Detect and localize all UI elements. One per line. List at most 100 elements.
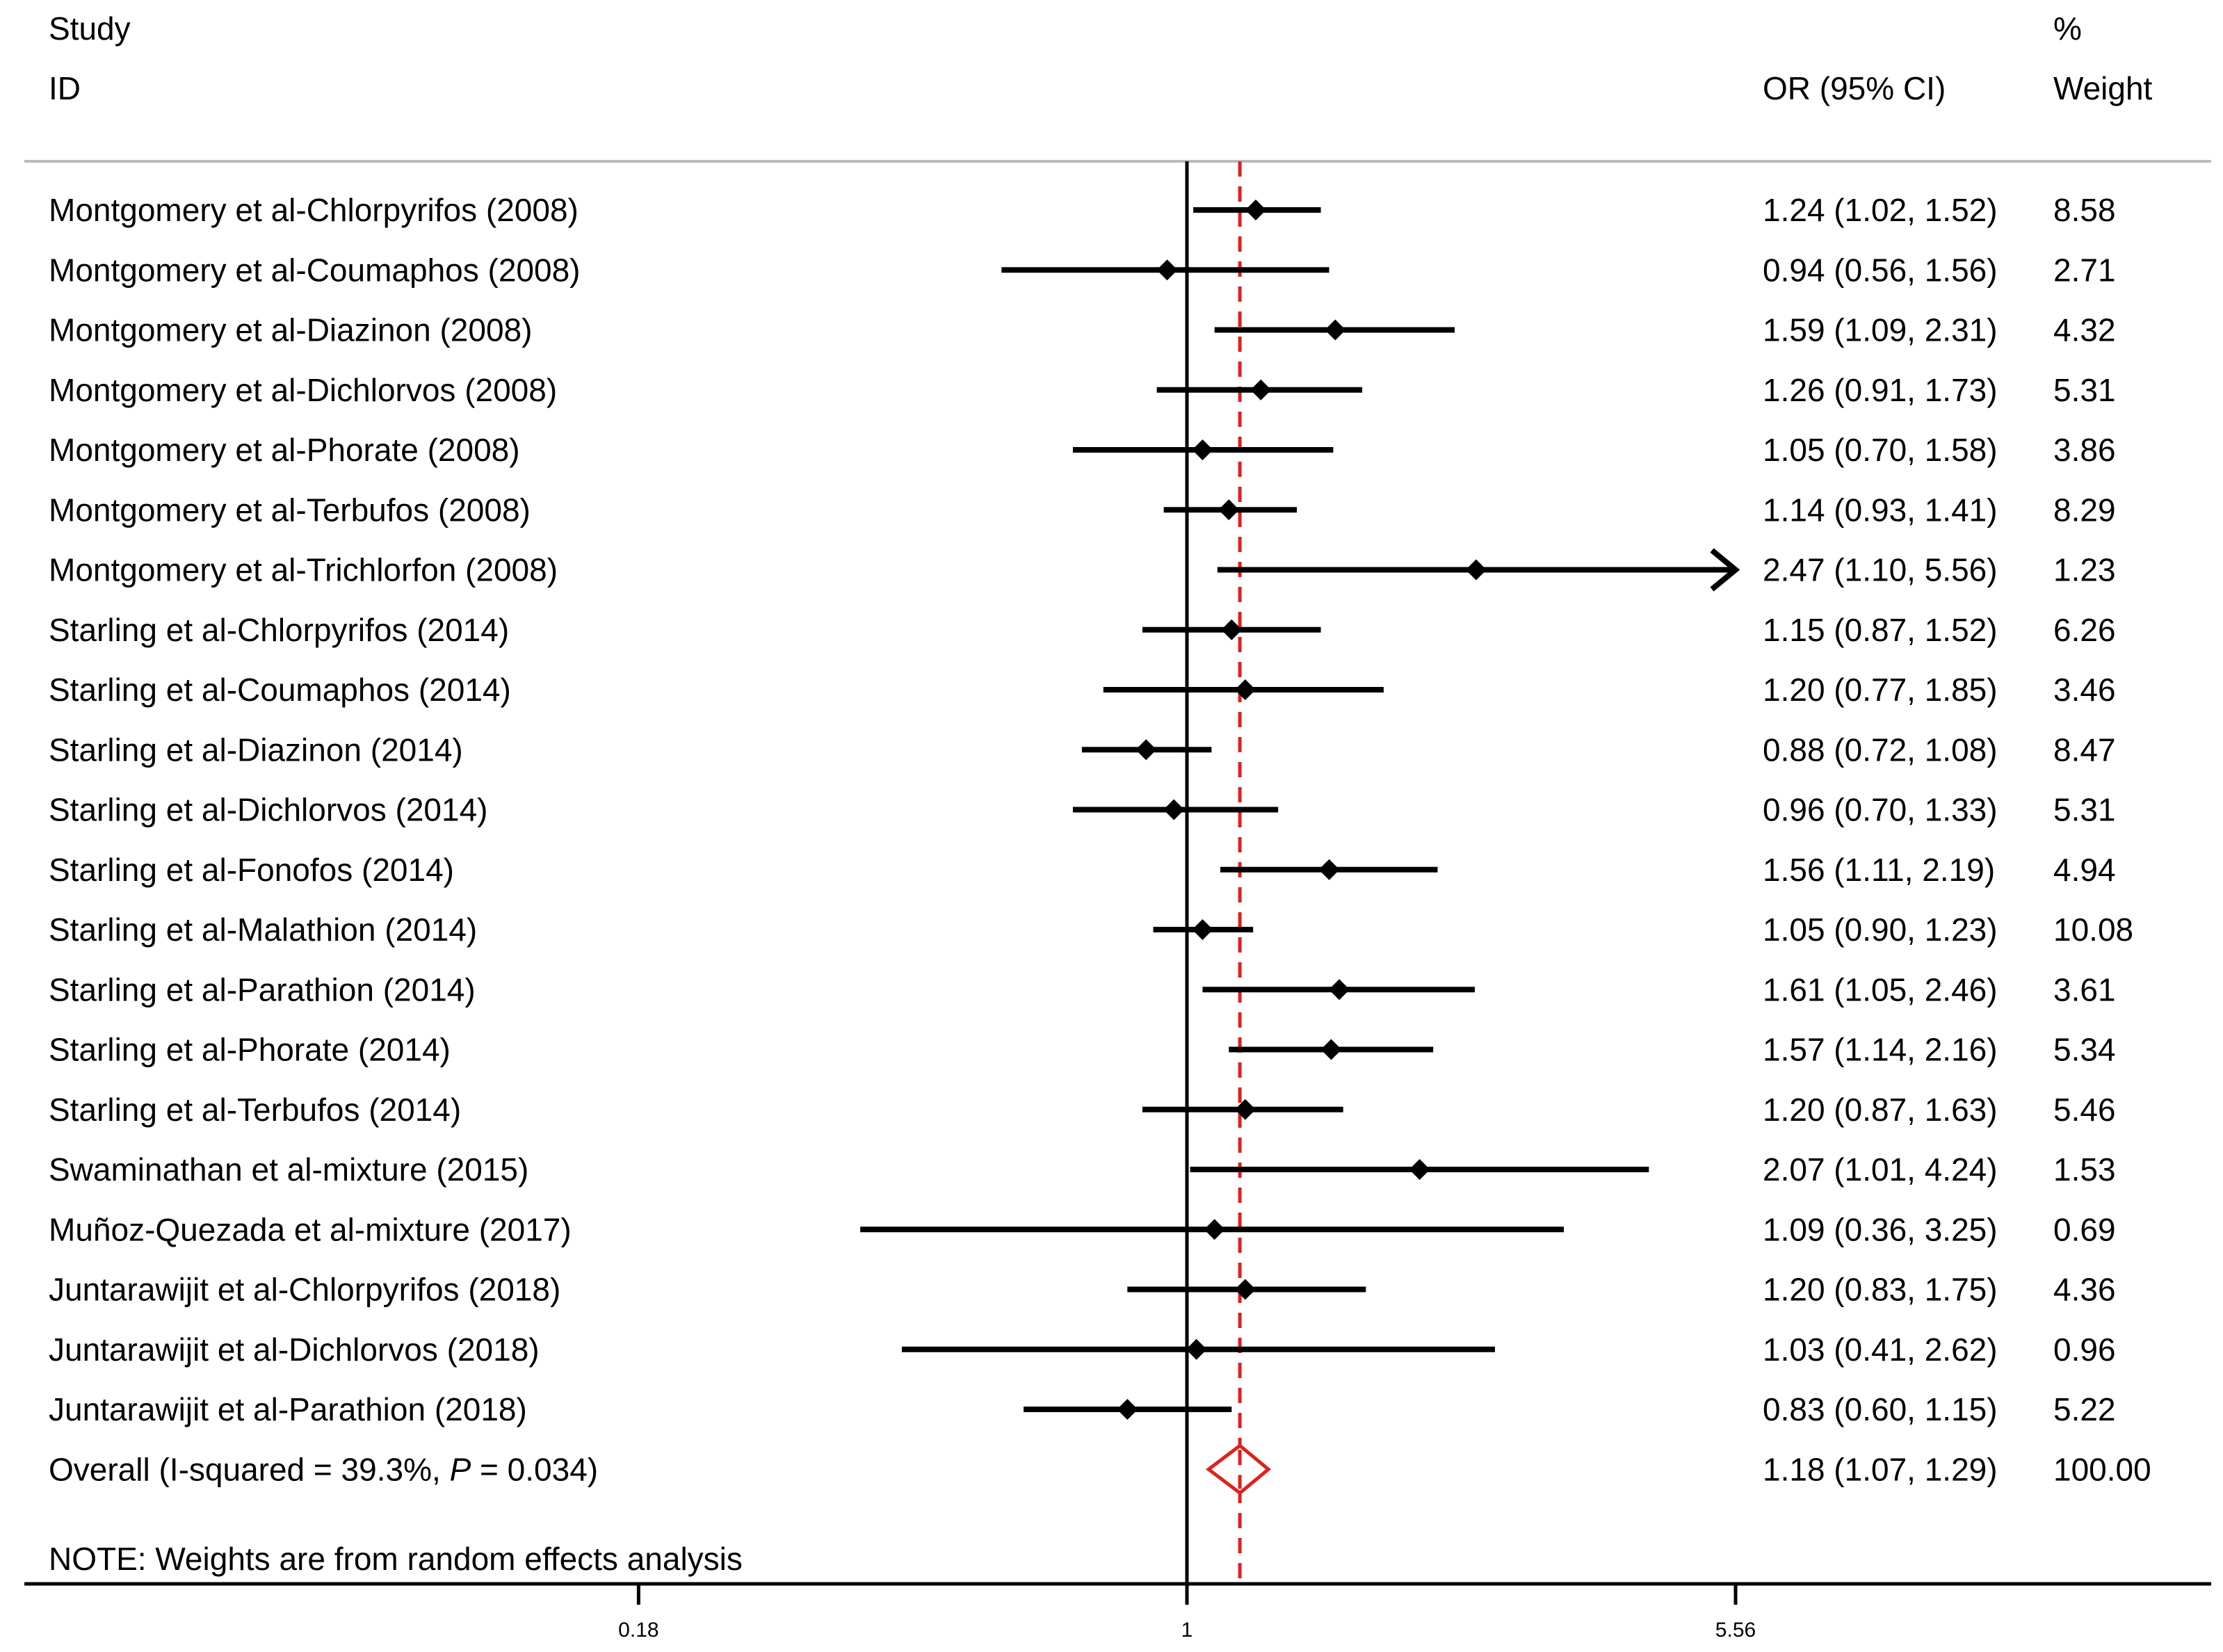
overall-label: Overall (I-squared = 39.3%, P = 0.034) [49, 1451, 598, 1487]
study-row: Montgomery et al-Chlorpyrifos (2008) 1.24… [49, 192, 2116, 228]
point-estimate [1192, 439, 1213, 460]
study-row: Starling et al-Diazinon (2014) 0.88 (0.72… [49, 731, 2116, 768]
study-label: Montgomery et al-Dichlorvos (2008) [49, 372, 557, 408]
ci-arrow [1710, 548, 1740, 592]
study-row: Montgomery et al-Phorate (2008) 1.05 (0.7… [49, 432, 2116, 468]
point-estimate [1234, 1279, 1256, 1300]
study-label: Starling et al-Phorate (2014) [49, 1032, 451, 1068]
point-estimate [1245, 200, 1266, 220]
study-row: Starling et al-Terbufos (2014) 1.20 (0.87… [49, 1092, 2116, 1128]
weight-value: 4.94 [2053, 852, 2116, 888]
weight-value: 1.23 [2053, 552, 2116, 588]
weight-value: 8.58 [2053, 192, 2116, 228]
study-row: Starling et al-Chlorpyrifos (2014) 1.15 (… [49, 612, 2116, 648]
header-percent: % [2053, 10, 2082, 47]
study-label: Swaminathan et al-mixture (2015) [49, 1151, 528, 1188]
study-row: Starling et al-Phorate (2014) 1.57 (1.14,… [49, 1032, 2116, 1068]
study-row: Montgomery et al-Diazinon (2008) 1.59 (1.… [49, 312, 2116, 348]
or-ci-value: 0.88 (0.72, 1.08) [1763, 731, 1998, 768]
point-estimate [1318, 859, 1340, 880]
study-label: Montgomery et al-Terbufos (2008) [49, 492, 531, 528]
study-label: Montgomery et al-Phorate (2008) [49, 432, 520, 468]
study-rows: Montgomery et al-Chlorpyrifos (2008) 1.24… [49, 192, 2133, 1427]
weight-value: 5.34 [2053, 1032, 2116, 1068]
or-ci-value: 1.56 (1.11, 2.19) [1763, 852, 1995, 888]
study-label: Montgomery et al-Trichlorfon (2008) [49, 552, 558, 588]
overall-weight: 100.00 [2053, 1451, 2151, 1487]
or-ci-value: 2.47 (1.10, 5.56) [1763, 552, 1998, 588]
study-label: Juntarawijit et al-Parathion (2018) [49, 1391, 527, 1427]
weight-value: 2.71 [2053, 252, 2116, 288]
weight-value: 3.46 [2053, 672, 2116, 708]
header-or-ci: OR (95% CI) [1763, 70, 1946, 106]
study-row: Montgomery et al-Terbufos (2008) 1.14 (0.… [49, 492, 2116, 528]
x-tick-label: 5.56 [1715, 1619, 1756, 1642]
or-ci-value: 2.07 (1.01, 4.24) [1763, 1151, 1998, 1188]
study-label: Juntarawijit et al-Dichlorvos (2018) [49, 1331, 540, 1368]
point-estimate [1234, 1099, 1256, 1120]
study-label: Starling et al-Terbufos (2014) [49, 1092, 461, 1128]
or-ci-value: 0.83 (0.60, 1.15) [1763, 1391, 1998, 1427]
study-row: Starling et al-Dichlorvos (2014) 0.96 (0.… [49, 792, 2116, 828]
weight-value: 4.36 [2053, 1272, 2116, 1308]
or-ci-value: 1.24 (1.02, 1.52) [1763, 192, 1998, 228]
footnote: NOTE: Weights are from random effects an… [49, 1541, 743, 1577]
weight-value: 3.86 [2053, 432, 2116, 468]
study-label: Juntarawijit et al-Chlorpyrifos (2018) [49, 1272, 560, 1308]
weight-value: 8.47 [2053, 731, 2116, 768]
x-tick-label: 1 [1181, 1619, 1193, 1642]
overall-p-symbol: P [450, 1451, 471, 1487]
study-label: Muñoz-Quezada et al-mixture (2017) [49, 1211, 572, 1247]
point-estimate [1135, 739, 1157, 761]
study-row: Starling et al-Parathion (2014) 1.61 (1.0… [49, 971, 2116, 1007]
header-id: ID [49, 70, 81, 106]
point-estimate [1186, 1338, 1207, 1360]
study-label: Starling et al-Coumaphos (2014) [49, 672, 511, 708]
or-ci-value: 0.96 (0.70, 1.33) [1763, 792, 1998, 828]
study-row: Montgomery et al-Trichlorfon (2008) 2.47 … [49, 548, 2116, 592]
weight-value: 5.31 [2053, 372, 2116, 408]
weight-value: 0.69 [2053, 1211, 2116, 1247]
point-estimate [1218, 499, 1240, 521]
point-estimate [1192, 919, 1213, 940]
study-label: Montgomery et al-Chlorpyrifos (2008) [49, 192, 579, 228]
weight-value: 5.46 [2053, 1092, 2116, 1128]
study-row: Juntarawijit et al-Parathion (2018) 0.83 … [49, 1391, 2116, 1427]
point-estimate [1234, 679, 1256, 700]
or-ci-value: 0.94 (0.56, 1.56) [1763, 252, 1998, 288]
or-ci-value: 1.26 (0.91, 1.73) [1763, 372, 1998, 408]
study-label: Montgomery et al-Coumaphos (2008) [49, 252, 580, 288]
or-ci-value: 1.05 (0.90, 1.23) [1763, 912, 1998, 948]
study-row: Swaminathan et al-mixture (2015) 2.07 (1.… [49, 1151, 2116, 1188]
study-row: Montgomery et al-Coumaphos (2008) 0.94 (0… [49, 252, 2116, 288]
weight-value: 6.26 [2053, 612, 2116, 648]
point-estimate [1329, 979, 1350, 1001]
weight-value: 10.08 [2053, 912, 2133, 948]
point-estimate [1320, 1039, 1342, 1060]
or-ci-value: 1.14 (0.93, 1.41) [1763, 492, 1998, 528]
header-weight: Weight [2053, 70, 2153, 106]
point-estimate [1250, 379, 1272, 400]
study-row: Montgomery et al-Dichlorvos (2008) 1.26 (… [49, 372, 2116, 408]
reference-lines [1185, 161, 1242, 1584]
or-ci-value: 1.05 (0.70, 1.58) [1763, 432, 1998, 468]
weight-value: 1.53 [2053, 1151, 2116, 1188]
study-label: Starling et al-Diazinon (2014) [49, 731, 463, 768]
or-ci-value: 1.61 (1.05, 2.46) [1763, 971, 1998, 1007]
point-estimate [1221, 619, 1243, 640]
point-estimate [1117, 1399, 1138, 1420]
study-row: Juntarawijit et al-Chlorpyrifos (2018) 1.… [49, 1272, 2116, 1308]
weight-value: 3.61 [2053, 971, 2116, 1007]
point-estimate [1325, 319, 1346, 341]
study-row: Muñoz-Quezada et al-mixture (2017) 1.09 (… [49, 1211, 2116, 1247]
study-label: Starling et al-Fonofos (2014) [49, 852, 454, 888]
study-label: Montgomery et al-Diazinon (2008) [49, 312, 532, 348]
study-label: Starling et al-Malathion (2014) [49, 912, 477, 948]
weight-value: 8.29 [2053, 492, 2116, 528]
study-row: Starling et al-Coumaphos (2014) 1.20 (0.7… [49, 672, 2116, 708]
or-ci-value: 1.20 (0.83, 1.75) [1763, 1272, 1998, 1308]
or-ci-value: 1.15 (0.87, 1.52) [1763, 612, 1998, 648]
or-ci-value: 1.59 (1.09, 2.31) [1763, 312, 1998, 348]
or-ci-value: 1.20 (0.77, 1.85) [1763, 672, 1998, 708]
